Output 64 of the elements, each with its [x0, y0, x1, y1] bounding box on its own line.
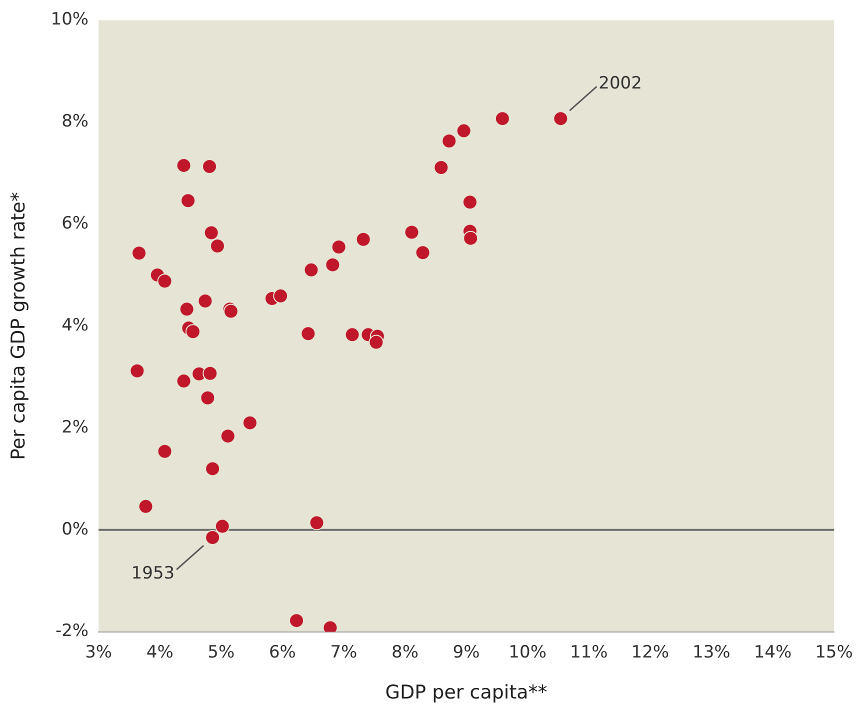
annotation: 1953	[131, 563, 175, 584]
point	[456, 123, 472, 138]
point	[214, 518, 230, 534]
y-tick-label: 4%	[62, 315, 89, 336]
point	[325, 257, 340, 272]
point	[309, 515, 324, 530]
x-tick-label: 6%	[268, 642, 296, 662]
y-tick-label: 6%	[62, 213, 89, 234]
point	[434, 160, 449, 175]
point	[210, 238, 225, 254]
point	[205, 461, 220, 476]
point	[242, 415, 258, 430]
x-tick-label: 12%	[631, 642, 670, 662]
point	[415, 245, 430, 260]
x-tick-label: 8%	[392, 642, 418, 662]
point	[200, 390, 216, 406]
point	[204, 225, 219, 240]
point	[202, 158, 218, 174]
x-tick-label: 14%	[754, 642, 792, 662]
x-tick-label: 13%	[692, 642, 730, 662]
point	[344, 327, 360, 342]
x-tick-label: 4%	[146, 642, 174, 662]
x-tick-label: 3%	[85, 642, 112, 662]
x-tick-label: 11%	[570, 642, 608, 662]
y-tick-label: 0%	[62, 519, 89, 540]
x-tick-label: 5%	[208, 642, 235, 662]
x-tick-label: 10%	[508, 642, 546, 662]
point	[157, 274, 172, 289]
x-tick-label: 9%	[452, 642, 480, 662]
point	[176, 374, 192, 389]
point	[304, 262, 319, 278]
x-axis-title: GDP per capita**	[385, 682, 548, 704]
point	[300, 326, 316, 342]
point	[157, 444, 172, 459]
x-tick-label: 7%	[330, 642, 358, 662]
point	[462, 194, 478, 210]
point	[176, 158, 192, 173]
y-tick-label: -2%	[55, 621, 89, 642]
point	[368, 334, 384, 350]
point	[553, 111, 568, 126]
y-tick-label: 2%	[62, 417, 89, 438]
point	[179, 302, 194, 317]
y-axis-title: Per capita GDP growth rate*	[7, 192, 30, 460]
point	[132, 246, 147, 261]
point	[198, 294, 213, 309]
point	[130, 363, 145, 378]
point	[180, 193, 196, 208]
point	[273, 288, 288, 304]
point	[185, 324, 200, 340]
point	[331, 240, 346, 254]
point	[138, 498, 154, 514]
y-tick-label: 10%	[50, 10, 89, 30]
point	[202, 366, 218, 381]
y-tick-label: 8%	[62, 112, 89, 132]
point	[356, 232, 371, 247]
x-tick-label: 15%	[815, 642, 853, 662]
point	[404, 224, 420, 240]
point	[442, 133, 457, 148]
point	[289, 613, 304, 628]
point	[205, 530, 220, 546]
point	[463, 230, 478, 246]
point	[494, 111, 510, 126]
annotation: 2002	[598, 73, 642, 94]
point	[220, 428, 236, 444]
